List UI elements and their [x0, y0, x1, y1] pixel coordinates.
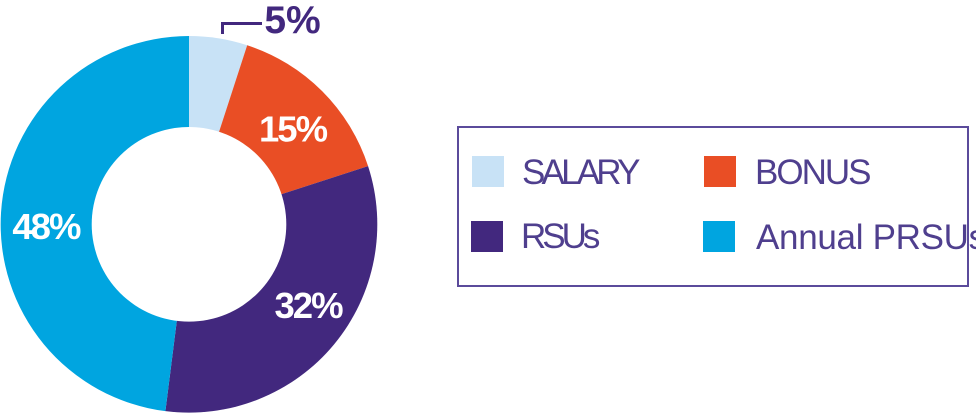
svg-text:15%: 15%: [259, 109, 328, 150]
svg-text:32%: 32%: [274, 285, 343, 326]
svg-text:5%: 5%: [264, 0, 320, 42]
svg-text:48%: 48%: [12, 206, 81, 247]
